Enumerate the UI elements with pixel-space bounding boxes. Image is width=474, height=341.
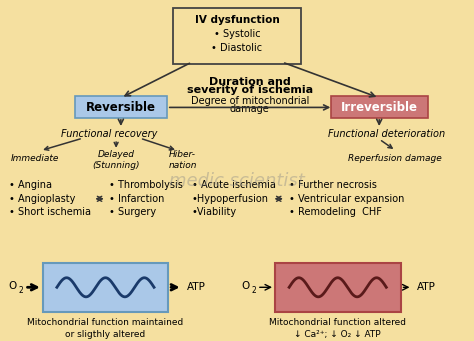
FancyBboxPatch shape xyxy=(75,96,167,118)
Text: •Viability: •Viability xyxy=(192,207,237,218)
Text: Mitochondrial function altered
↓ Ca²⁺; ↓ O₂ ↓ ATP: Mitochondrial function altered ↓ Ca²⁺; ↓… xyxy=(269,318,406,339)
FancyBboxPatch shape xyxy=(173,8,301,64)
FancyBboxPatch shape xyxy=(275,263,401,312)
Text: • Acute ischemia: • Acute ischemia xyxy=(192,180,276,190)
Text: •Hypoperfusion: •Hypoperfusion xyxy=(192,194,269,204)
Text: O: O xyxy=(241,281,249,291)
Text: medic scientist: medic scientist xyxy=(169,172,305,190)
Text: Reversible: Reversible xyxy=(86,101,156,114)
Text: IV dysfunction: IV dysfunction xyxy=(195,15,279,26)
Text: O: O xyxy=(9,281,17,291)
Text: • Systolic: • Systolic xyxy=(214,29,260,39)
Text: Hiber-
nation: Hiber- nation xyxy=(168,150,197,169)
Text: • Remodeling  CHF: • Remodeling CHF xyxy=(289,207,382,218)
Text: Irreversible: Irreversible xyxy=(341,101,418,114)
Text: • Short ischemia: • Short ischemia xyxy=(9,207,91,218)
Text: • Further necrosis: • Further necrosis xyxy=(289,180,377,190)
Text: ATP: ATP xyxy=(187,282,206,292)
Text: damage: damage xyxy=(230,104,270,114)
Text: 2: 2 xyxy=(251,285,256,295)
Text: Functional recovery: Functional recovery xyxy=(61,129,157,139)
Text: Duration and: Duration and xyxy=(209,77,291,87)
Text: • Ventricular expansion: • Ventricular expansion xyxy=(289,194,404,204)
Text: Immediate: Immediate xyxy=(10,154,59,163)
Text: • Infarction: • Infarction xyxy=(109,194,164,204)
FancyBboxPatch shape xyxy=(43,263,168,312)
Text: 2: 2 xyxy=(19,285,24,295)
Text: • Angioplasty: • Angioplasty xyxy=(9,194,76,204)
Text: severity of ischemia: severity of ischemia xyxy=(187,85,313,95)
FancyBboxPatch shape xyxy=(331,96,428,118)
Text: • Surgery: • Surgery xyxy=(109,207,156,218)
Text: Reperfusion damage: Reperfusion damage xyxy=(348,154,442,163)
Text: Mitochondrial function maintained
or sligthly altered: Mitochondrial function maintained or sli… xyxy=(27,318,183,339)
Text: • Angina: • Angina xyxy=(9,180,53,190)
Text: ATP: ATP xyxy=(417,282,436,292)
Text: • Diastolic: • Diastolic xyxy=(211,43,263,53)
Text: Delayed
(Stunning): Delayed (Stunning) xyxy=(92,150,140,169)
Text: Functional deterioration: Functional deterioration xyxy=(328,129,445,139)
Text: Degree of mitochondrial: Degree of mitochondrial xyxy=(191,96,309,106)
Text: • Thrombolysis: • Thrombolysis xyxy=(109,180,183,190)
